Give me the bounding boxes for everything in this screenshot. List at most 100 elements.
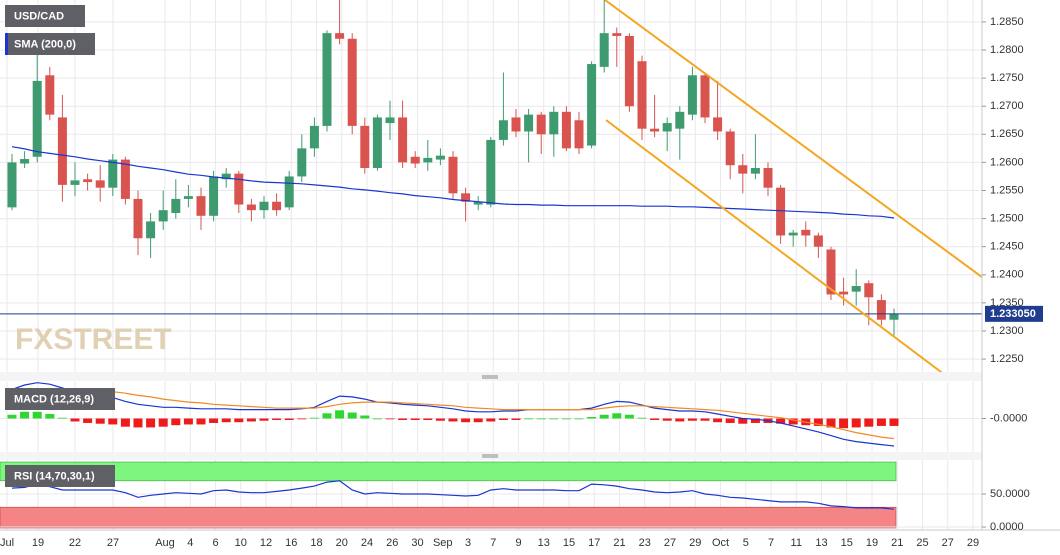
x-tick-label: 15 bbox=[841, 537, 853, 549]
candle-body bbox=[876, 300, 886, 320]
y-tick-label: 1.2650 bbox=[990, 128, 1024, 140]
candle-body bbox=[209, 176, 219, 216]
candle-body bbox=[687, 75, 697, 115]
candle-body bbox=[435, 155, 445, 160]
macd-histogram-bar bbox=[234, 418, 244, 423]
macd-histogram-bar bbox=[183, 418, 193, 425]
macd-histogram-bar bbox=[536, 418, 546, 420]
sma-label: SMA (200,0) bbox=[14, 38, 76, 50]
macd-histogram-bar bbox=[410, 418, 420, 420]
candle-body bbox=[864, 283, 874, 298]
macd-histogram-bar bbox=[813, 418, 823, 426]
candle-body bbox=[57, 117, 67, 185]
macd-box[interactable] bbox=[5, 388, 115, 410]
x-tick-label: 7 bbox=[768, 537, 774, 549]
y-tick-label: 0.0000 bbox=[990, 521, 1024, 533]
macd-histogram-bar bbox=[7, 414, 17, 419]
candle-body bbox=[801, 229, 811, 236]
candle-body bbox=[650, 128, 660, 132]
x-tick-label: 20 bbox=[336, 537, 348, 549]
macd-histogram-bar bbox=[561, 418, 571, 420]
candle-body bbox=[725, 131, 735, 166]
rsi-label: RSI (14,70,30,1) bbox=[14, 470, 95, 482]
candle-body bbox=[322, 33, 332, 126]
y-tick-label: 1.2350 bbox=[990, 297, 1024, 309]
candle-body bbox=[612, 33, 622, 36]
x-tick-label: 13 bbox=[538, 537, 550, 549]
candle-body bbox=[146, 221, 156, 239]
macd-histogram-bar bbox=[448, 418, 458, 422]
x-tick-label: 16 bbox=[285, 537, 297, 549]
candle-body bbox=[738, 165, 748, 174]
macd-histogram-bar bbox=[738, 418, 748, 424]
x-tick-label: 25 bbox=[916, 537, 928, 549]
x-tick-label: 10 bbox=[235, 537, 247, 549]
macd-histogram-bar bbox=[713, 418, 723, 423]
marks bbox=[0, 0, 982, 510]
macd-histogram-bar bbox=[675, 418, 685, 422]
y-tick-label: 1.2400 bbox=[990, 269, 1024, 281]
watermark: FXSTREET bbox=[15, 323, 172, 356]
macd-histogram-bar bbox=[57, 417, 67, 419]
divider[interactable] bbox=[0, 452, 982, 460]
candle-body bbox=[587, 64, 597, 146]
macd-histogram-bar bbox=[398, 418, 408, 420]
macd-histogram-bar bbox=[309, 417, 319, 419]
channel bbox=[604, 0, 982, 372]
last-price-label: 1.233050 bbox=[990, 308, 1036, 320]
candle-body bbox=[763, 168, 773, 188]
x-tick-label: 12 bbox=[260, 537, 272, 549]
candle-body bbox=[473, 201, 483, 205]
macd-histogram-bar bbox=[511, 418, 521, 420]
y-tick-label: 1.2800 bbox=[990, 44, 1024, 56]
macd-histogram-bar bbox=[461, 418, 471, 423]
candle-body bbox=[309, 125, 319, 149]
macd-histogram-bar bbox=[423, 418, 433, 420]
rsi-line bbox=[11, 480, 895, 510]
macd-histogram-bar bbox=[750, 418, 760, 423]
symbol-label: USD/CAD bbox=[14, 10, 64, 22]
candle-body bbox=[549, 111, 559, 135]
y-tick-label: 1.2850 bbox=[990, 16, 1024, 28]
x-tick-label: 29 bbox=[689, 537, 701, 549]
oversold-zone bbox=[0, 506, 897, 529]
candle-body bbox=[813, 235, 823, 247]
x-tick-label: 21 bbox=[891, 537, 903, 549]
x-tick-label: 26 bbox=[386, 537, 398, 549]
macd-histogram-bar bbox=[120, 418, 130, 427]
candle-body bbox=[410, 156, 420, 164]
macd-histogram-bar bbox=[524, 418, 534, 420]
macd-histogram-bar bbox=[776, 418, 786, 424]
candle-body bbox=[133, 198, 143, 239]
sma-line bbox=[11, 146, 895, 219]
macd-histogram-bar bbox=[158, 418, 168, 427]
x-tick-label: 21 bbox=[613, 537, 625, 549]
candle-body bbox=[45, 75, 55, 115]
macd-histogram-bar bbox=[246, 418, 256, 422]
candle-body bbox=[335, 33, 345, 39]
sma-box[interactable] bbox=[5, 33, 95, 55]
candle-body bbox=[32, 80, 42, 157]
macd-histogram-bar bbox=[574, 418, 584, 420]
macd-histogram-bar bbox=[347, 412, 357, 419]
macd-histogram-bar bbox=[650, 418, 660, 420]
macd-histogram-bar bbox=[360, 415, 370, 419]
rsi-box[interactable] bbox=[5, 465, 115, 487]
macd-histogram-bar bbox=[32, 411, 42, 419]
macd-histogram-bar bbox=[209, 418, 219, 423]
macd-histogram-bar bbox=[599, 414, 609, 419]
macd-histogram-bar bbox=[473, 418, 483, 423]
candle-body bbox=[158, 210, 168, 222]
y-tick-label: 1.2500 bbox=[990, 212, 1024, 224]
macd-histogram-bar bbox=[372, 418, 382, 420]
candle-body bbox=[385, 117, 395, 124]
macd-histogram-bar bbox=[221, 418, 231, 423]
y-tick-label: 1.2550 bbox=[990, 184, 1024, 196]
candle-body bbox=[826, 249, 836, 295]
macd-histogram-bar bbox=[83, 418, 93, 423]
x-tick-label: 27 bbox=[942, 537, 954, 549]
x-tick-label: 22 bbox=[69, 537, 81, 549]
symbol-box[interactable] bbox=[5, 5, 85, 27]
y-tick-label: 1.2700 bbox=[990, 100, 1024, 112]
